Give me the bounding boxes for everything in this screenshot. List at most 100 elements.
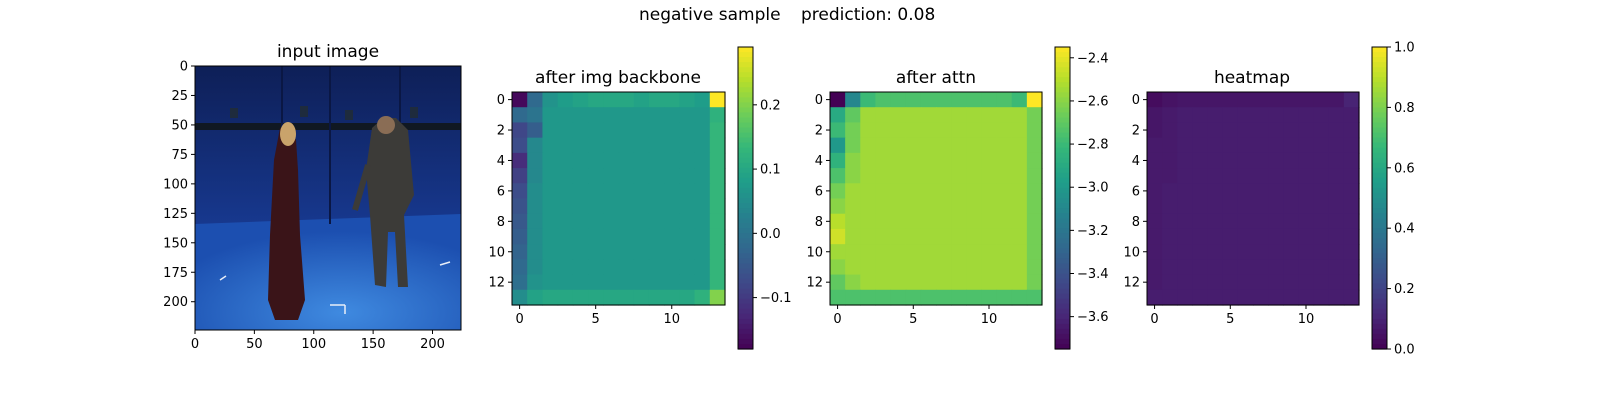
heatmap-cell — [1222, 92, 1239, 108]
heatmap-cell — [1162, 122, 1178, 139]
colorbar-tick-label: 0.2 — [1394, 282, 1415, 297]
heatmap-cell — [845, 168, 861, 184]
colorbar-segment — [1055, 77, 1070, 83]
colorbar-segment — [738, 233, 753, 239]
colorbar-segment — [1372, 87, 1387, 93]
heatmap-cell — [633, 198, 650, 215]
heatmap-cell — [542, 122, 559, 139]
colorbar-segment — [1055, 67, 1070, 73]
heatmap-cell — [557, 289, 574, 306]
heatmap-cell — [860, 137, 877, 154]
colorbar-segment — [738, 218, 753, 224]
heatmap-cell — [1268, 228, 1284, 245]
heatmap-cell — [1162, 92, 1178, 108]
heatmap-cell — [527, 183, 544, 200]
heatmap-cell — [679, 168, 696, 184]
heatmap-cell — [905, 183, 922, 200]
colorbar-segment — [1055, 333, 1070, 340]
heatmap-cell — [1192, 213, 1209, 230]
colorbar-segment — [738, 97, 753, 103]
figure-suptitle-left: negative sample — [639, 5, 781, 25]
colorbar-segment — [738, 343, 753, 350]
colorbar-segment — [738, 142, 753, 149]
colorbar-segment — [738, 182, 753, 189]
heatmap-cell — [1222, 244, 1239, 260]
heatmap-cell — [1237, 122, 1254, 139]
heatmap-cell — [890, 244, 907, 260]
heatmap-cell — [603, 168, 620, 184]
heatmap-cell — [981, 92, 998, 108]
heatmap-cell — [679, 213, 696, 230]
colorbar-segment — [1372, 268, 1387, 275]
heatmap-cell — [1343, 289, 1360, 306]
heatmap-cell — [845, 228, 861, 245]
colorbar-segment — [1055, 182, 1070, 189]
heatmap-cell — [890, 198, 907, 215]
colorbar-segment — [738, 122, 753, 129]
heatmap-cell — [1298, 122, 1315, 139]
heatmap-cell — [1192, 244, 1209, 260]
colorbar-segment — [1055, 187, 1070, 194]
heatmap-cell — [1253, 168, 1269, 184]
input-image-axes: 0 50 100 150 200 0 25 50 75 100 125 150 175 200 — [163, 60, 445, 353]
colorbar-segment — [738, 323, 753, 330]
heatmap-cell — [603, 92, 620, 108]
colorbar-segment — [738, 87, 753, 93]
heatmap-cell — [1192, 152, 1209, 169]
heatmap-cell — [527, 168, 544, 184]
colorbar-segment — [738, 248, 753, 254]
heatmap-cell — [1298, 168, 1315, 184]
colorbar-segment — [738, 238, 753, 244]
colorbar-segment — [1372, 228, 1387, 234]
colorbar-tick-label: 1.0 — [1394, 41, 1415, 56]
heatmap-cell — [966, 259, 983, 276]
y-tick-label: 10 — [1123, 245, 1140, 260]
heatmap-cell — [694, 122, 711, 139]
heatmap-cell — [694, 289, 711, 306]
heatmap-cell — [512, 183, 528, 200]
colorbar-segment — [1372, 77, 1387, 83]
heatmap-cell — [588, 198, 604, 215]
heatmap-cell — [1147, 122, 1163, 139]
heatmap-cell — [951, 274, 967, 291]
heatmap-cell — [966, 122, 983, 139]
heatmap-cell — [1222, 137, 1239, 154]
heatmap-cell — [1162, 213, 1178, 230]
colorbar-segment — [1372, 278, 1387, 285]
heatmap-cell — [845, 152, 861, 169]
colorbar-segment — [1372, 167, 1387, 174]
y-tick-label: 4 — [815, 154, 823, 169]
heatmap-cell — [920, 168, 937, 184]
heatmap-cell — [648, 259, 665, 276]
heatmap-cell — [1207, 152, 1224, 169]
y-tick-label: 8 — [1132, 215, 1140, 230]
heatmap-cell — [1162, 244, 1178, 260]
heatmap-cell — [572, 259, 589, 276]
heatmap-cell — [845, 198, 861, 215]
colorbar-segment — [738, 243, 753, 249]
heatmap-cell — [633, 168, 650, 184]
colorbar-segment — [1055, 248, 1070, 254]
heatmap-cell — [905, 122, 922, 139]
heatmap-cell — [527, 228, 544, 245]
y-tick-label: 2 — [497, 124, 505, 139]
heatmap-cell — [951, 259, 967, 276]
heatmap-cell — [1207, 198, 1224, 215]
heatmap-cell — [1177, 183, 1194, 200]
heatmap-cell — [1283, 228, 1300, 245]
heatmap-cell — [1328, 259, 1345, 276]
heatmap-cell — [981, 259, 998, 276]
heatmap-cell — [830, 152, 846, 169]
heatmap-cell — [1162, 168, 1178, 184]
heatmap-cell — [1253, 92, 1269, 108]
colorbar-segment — [738, 92, 753, 98]
heatmap-cell — [572, 168, 589, 184]
colorbar-segment — [738, 67, 753, 73]
heatmap-cell — [875, 92, 892, 108]
heatmap-cell — [1011, 274, 1028, 291]
heatmap-cell — [920, 137, 937, 154]
heatmap-cell — [845, 183, 861, 200]
colorbar-segment — [1372, 192, 1387, 199]
heatmap-cell — [905, 198, 922, 215]
heatmap-cell — [1222, 107, 1239, 124]
